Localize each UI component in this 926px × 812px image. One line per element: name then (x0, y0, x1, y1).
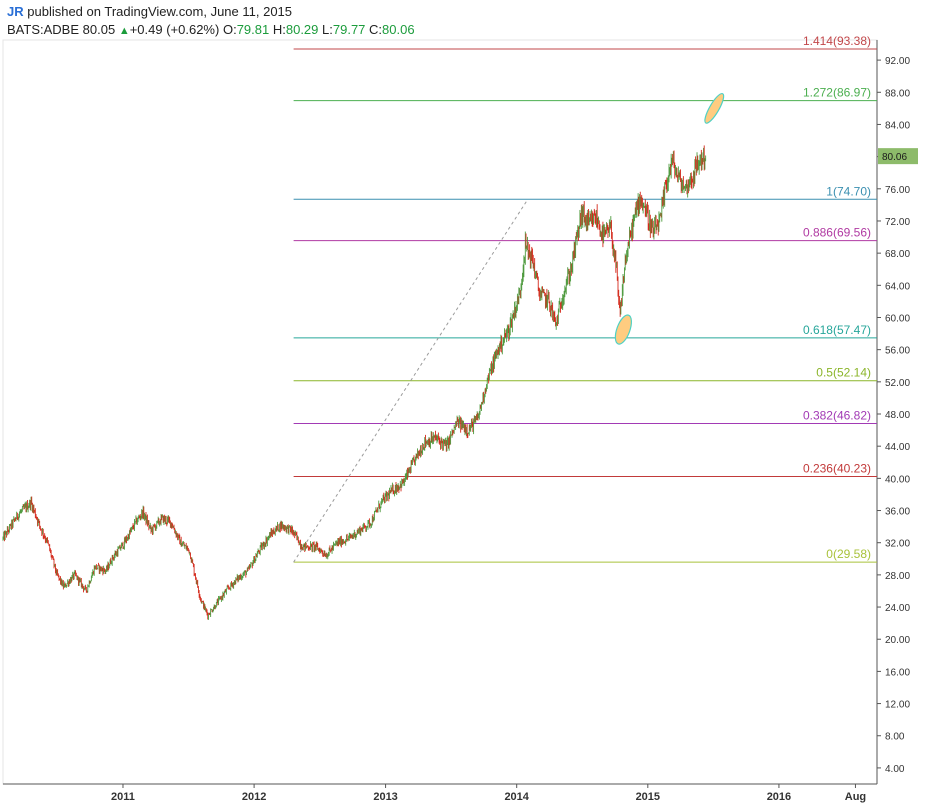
low-value: 79.77 (332, 22, 366, 37)
price-tick-label: 48.00 (885, 410, 910, 421)
candles (2, 145, 707, 620)
fib-level-label: 0(29.58) (826, 547, 871, 561)
low-label: L: (322, 22, 333, 37)
close-value: 80.06 (382, 22, 415, 37)
time-tick-label: 2011 (111, 791, 135, 803)
fib-level-label: 0.236(40.23) (803, 462, 871, 476)
price-tick-label: 28.00 (885, 571, 910, 582)
fib-level-label: 0.618(57.47) (803, 323, 871, 337)
price-tick-label: 40.00 (885, 474, 910, 485)
price-change: +0.49 (+0.62%) (129, 22, 220, 37)
open-value: 79.81 (236, 22, 270, 37)
publish-line: JR published on TradingView.com, June 11… (7, 4, 292, 19)
time-tick-label: 2014 (504, 791, 529, 803)
time-tick-label: 2013 (373, 791, 397, 803)
fib-level-label: 0.5(52.14) (816, 366, 871, 380)
high-label: H: (272, 22, 286, 37)
open-label: O: (222, 22, 237, 37)
time-tick-label: Aug (845, 791, 866, 803)
up-arrow-icon: ▲ (118, 25, 130, 37)
time-tick-label: 2015 (636, 791, 660, 803)
publish-info: published on TradingView.com, June 11, 2… (27, 4, 293, 19)
price-tick-label: 32.00 (885, 539, 910, 550)
price-tick-label: 36.00 (885, 507, 910, 518)
price-tick-label: 12.00 (885, 700, 910, 711)
chart-header: JR published on TradingView.com, June 11… (0, 0, 926, 40)
quote-line: BATS:ADBE 80.05 ▲+0.49 (+0.62%) O:79.81 … (7, 22, 415, 37)
price-tick-label: 88.00 (885, 88, 910, 99)
price-tick-label: 8.00 (885, 732, 905, 743)
price-tick-label: 72.00 (885, 217, 910, 228)
price-tick-label: 56.00 (885, 346, 910, 357)
last-price-marker (878, 148, 918, 165)
price-tick-label: 68.00 (885, 249, 910, 260)
price-tick-label: 76.00 (885, 185, 910, 196)
time-tick-label: 2016 (767, 791, 791, 803)
highlight-ellipse (704, 92, 725, 124)
price-tick-label: 4.00 (885, 764, 905, 775)
fib-level-label: 1(74.70) (826, 184, 871, 198)
price-tick-label: 20.00 (885, 635, 910, 646)
price-tick-label: 16.00 (885, 667, 910, 678)
plot-area (2, 39, 878, 785)
high-value: 80.29 (285, 22, 319, 37)
fib-level-label: 1.414(93.38) (803, 34, 871, 48)
price-tick-label: 92.00 (885, 56, 910, 67)
fib-level-label: 0.886(69.56) (803, 226, 871, 240)
time-tick-label: 2012 (242, 791, 266, 803)
author-name[interactable]: JR (7, 4, 24, 19)
fib-level-label: 1.272(86.97) (803, 86, 871, 100)
last-price: 80.05 (82, 22, 116, 37)
price-tick-label: 44.00 (885, 442, 910, 453)
close-label: C: (369, 22, 383, 37)
price-tick-label: 84.00 (885, 120, 910, 131)
symbol-label: BATS:ADBE (7, 22, 80, 37)
price-tick-label: 24.00 (885, 603, 910, 614)
last-price-label: 80.06 (882, 152, 907, 163)
price-tick-label: 60.00 (885, 313, 910, 324)
highlight-ellipse (614, 314, 633, 345)
fib-level-label: 0.382(46.82) (803, 409, 871, 423)
price-tick-label: 52.00 (885, 378, 910, 389)
price-tick-label: 64.00 (885, 281, 910, 292)
